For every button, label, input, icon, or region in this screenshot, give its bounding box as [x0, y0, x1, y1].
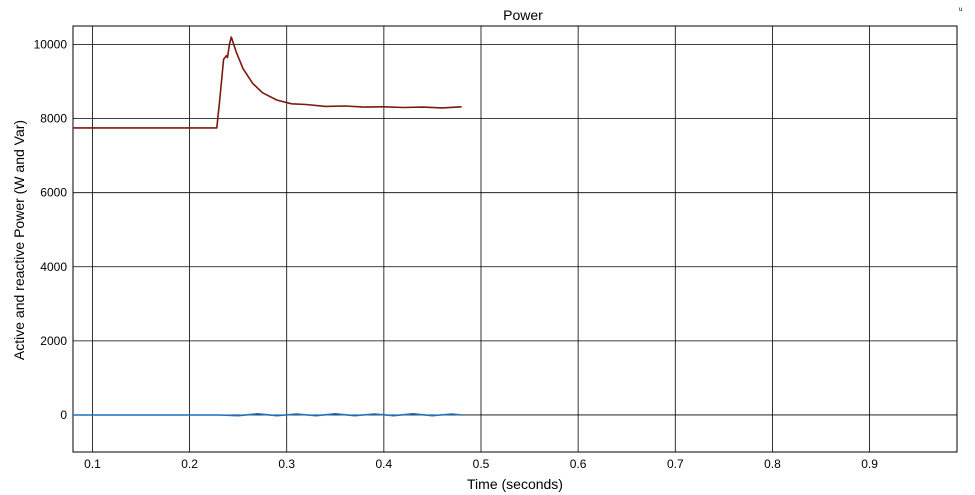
x-tick-label: 0.5 — [473, 457, 490, 471]
series-line-2 — [73, 412, 462, 417]
corner-mark: ᵘ — [959, 5, 962, 15]
x-tick-label: 0.6 — [570, 457, 587, 471]
series-line-1 — [73, 36, 462, 129]
y-axis-label: Active and reactive Power (W and Var) — [11, 120, 27, 360]
x-tick-label: 0.3 — [278, 457, 295, 471]
x-tick-label: 0.1 — [84, 457, 101, 471]
y-tick-label: 10000 — [34, 38, 68, 52]
x-axis-label: Time (seconds) — [467, 476, 563, 492]
plot-area — [72, 25, 958, 453]
y-tick-label: 8000 — [40, 112, 67, 126]
y-axis-ticks: 0 2000 4000 6000 8000 10000 — [34, 38, 68, 422]
chart-title: Power — [503, 7, 543, 23]
y-tick-label: 2000 — [40, 334, 67, 348]
x-tick-label: 0.2 — [181, 457, 198, 471]
x-tick-label: 0.8 — [764, 457, 781, 471]
x-axis-ticks: 0.1 0.2 0.3 0.4 0.5 0.6 0.7 0.8 0.9 — [84, 457, 878, 471]
x-tick-label: 0.7 — [667, 457, 684, 471]
series-layer — [73, 36, 462, 417]
y-tick-label: 6000 — [40, 186, 67, 200]
x-tick-label: 0.4 — [376, 457, 393, 471]
grid — [73, 26, 957, 452]
y-tick-label: 0 — [60, 408, 67, 422]
x-tick-label: 0.9 — [861, 457, 878, 471]
y-tick-label: 4000 — [40, 260, 67, 274]
